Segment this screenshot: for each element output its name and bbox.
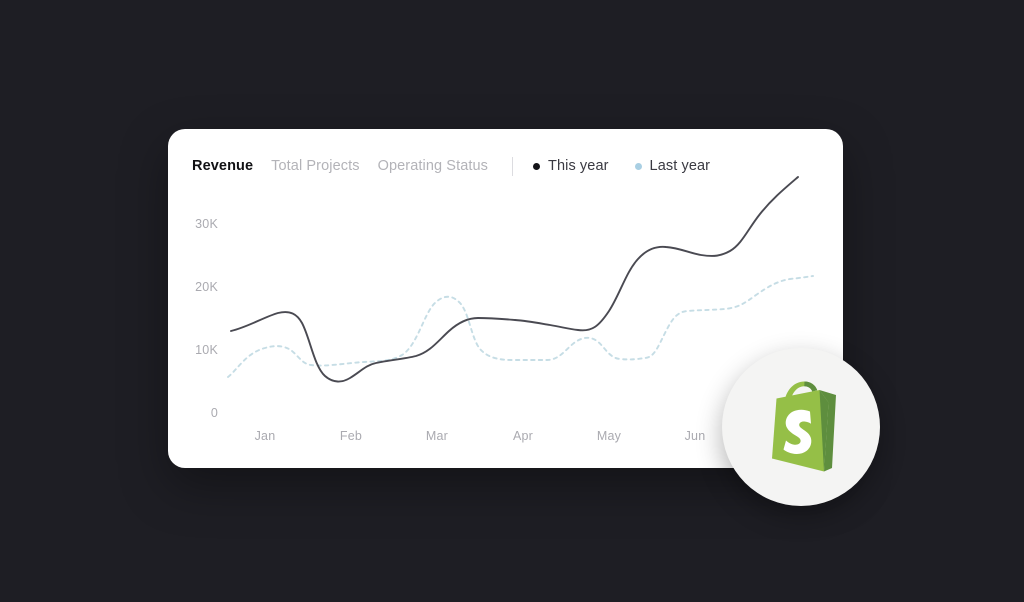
legend-label-last-year: Last year [649, 158, 711, 174]
shopify-logo-icon [772, 381, 836, 472]
tab-total-projects[interactable]: Total Projects [271, 158, 360, 174]
chart-plot-area: 30K 20K 10K 0 Jan Feb Mar Apr May Jun [168, 129, 843, 468]
tab-operating-status[interactable]: Operating Status [377, 158, 489, 174]
header-divider [512, 156, 514, 176]
legend-dot-this-year-icon [533, 162, 541, 170]
legend-dot-last-year-icon [634, 162, 642, 170]
series-this-year-line [230, 176, 799, 383]
legend-item-this-year[interactable]: This year [533, 158, 609, 174]
x-axis-label-jun: Jun [684, 429, 706, 443]
legend-item-last-year[interactable]: Last year [634, 158, 711, 174]
series-last-year-line [227, 275, 814, 378]
x-axis-label-apr: Apr [512, 429, 534, 443]
y-axis-label-0: 0 [210, 406, 218, 420]
x-axis-label-mar: Mar [425, 429, 449, 443]
x-axis-label-jan: Jan [254, 429, 276, 443]
y-axis-label-30k: 30K [195, 217, 218, 231]
card-header: Revenue Total Projects Operating Status … [192, 154, 825, 178]
x-axis-label-may: May [596, 429, 622, 443]
y-axis-label-20k: 20K [195, 280, 218, 294]
revenue-line-chart [227, 176, 814, 383]
y-axis-label-10k: 10K [195, 343, 218, 357]
tab-revenue[interactable]: Revenue [192, 158, 254, 174]
shopify-badge [722, 348, 880, 506]
x-axis-label-feb: Feb [339, 429, 363, 443]
legend-label-this-year: This year [548, 158, 609, 174]
revenue-dashboard-card: 30K 20K 10K 0 Jan Feb Mar Apr May Jun Re… [168, 129, 843, 468]
